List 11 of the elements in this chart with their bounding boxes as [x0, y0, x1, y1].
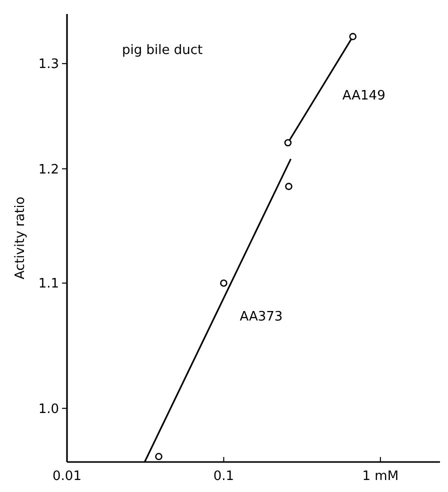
y-tick-label: 1.0 [38, 402, 59, 417]
y-tick-label: 1.3 [38, 57, 59, 72]
x-tick-label: 0.01 [52, 469, 82, 484]
y-tick-label: 1.1 [38, 276, 59, 292]
series-label: AA149 [342, 88, 386, 104]
y-tick-label: 1.2 [38, 162, 59, 178]
series-label: AA373 [240, 309, 283, 324]
y-axis-title: Activity ratio [13, 196, 28, 280]
x-tick-label: 1 mM [362, 469, 399, 484]
x-tick-label: 0.1 [213, 469, 234, 484]
text: pig bile duct [122, 43, 203, 58]
